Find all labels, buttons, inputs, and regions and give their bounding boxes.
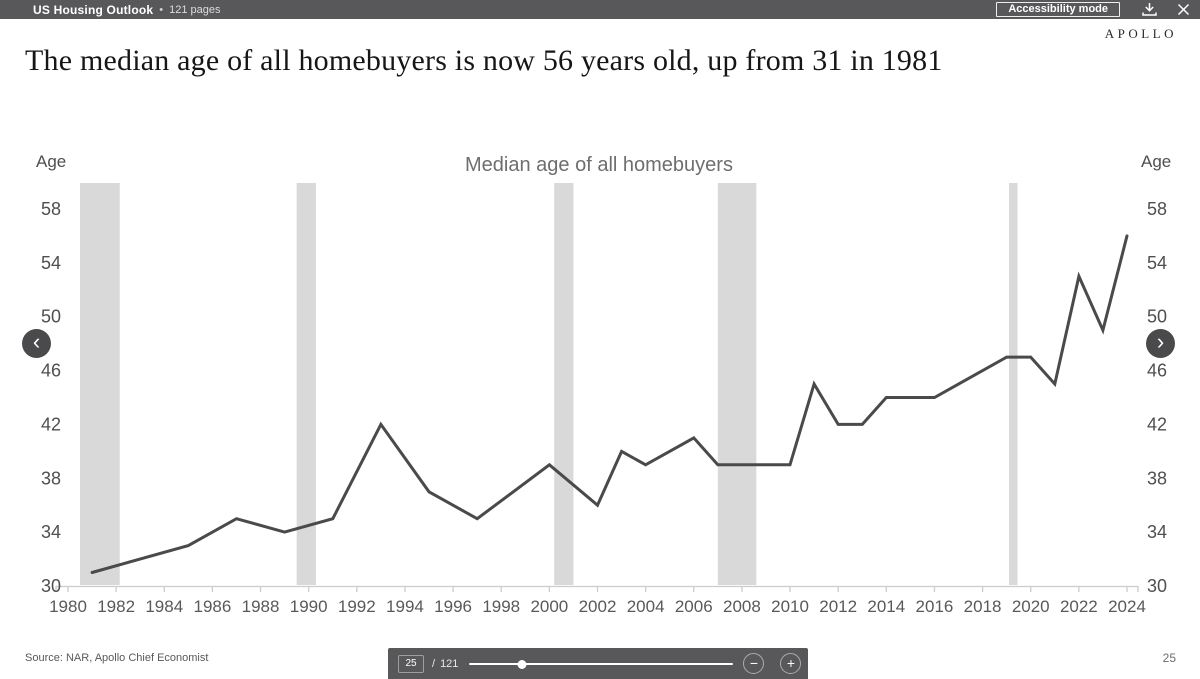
- x-tick-label: 2008: [723, 597, 761, 616]
- y-tick-label-right: 50: [1147, 307, 1167, 327]
- y-tick-label-right: 30: [1147, 576, 1167, 596]
- y-tick-label-right: 34: [1147, 522, 1167, 542]
- chevron-right-icon: ›: [1156, 329, 1165, 354]
- x-tick-label: 1984: [145, 597, 183, 616]
- slide-title: The median age of all homebuyers is now …: [25, 44, 943, 77]
- recession-band: [80, 183, 120, 585]
- x-tick-label: 1988: [242, 597, 280, 616]
- y-tick-label-right: 46: [1147, 361, 1167, 381]
- x-tick-label: 2022: [1060, 597, 1098, 616]
- y-tick-label-left: 46: [41, 361, 61, 381]
- x-tick-label: 1992: [338, 597, 376, 616]
- recession-band: [296, 183, 316, 585]
- next-page-button[interactable]: ›: [1146, 329, 1175, 358]
- top-bar: US Housing Outlook • 121 pages Accessibi…: [0, 0, 1200, 19]
- apollo-logo: APOLLO: [1104, 26, 1177, 41]
- close-icon[interactable]: [1177, 3, 1190, 16]
- chart-title: Median age of all homebuyers: [465, 154, 733, 176]
- x-tick-label: 2020: [1012, 597, 1050, 616]
- x-tick-label: 1986: [193, 597, 231, 616]
- y-tick-label-left: 54: [41, 253, 61, 273]
- recession-band: [1009, 183, 1018, 585]
- x-tick-label: 1990: [290, 597, 328, 616]
- chevron-left-icon: ‹: [32, 329, 41, 354]
- minus-icon: −: [749, 655, 759, 671]
- recession-band: [717, 183, 757, 585]
- page-number-input[interactable]: 25: [398, 654, 424, 673]
- pager-separator: /: [432, 657, 436, 670]
- x-tick-label: 1982: [97, 597, 135, 616]
- x-tick-label: 2024: [1108, 597, 1146, 616]
- y-tick-label-right: 38: [1147, 468, 1167, 488]
- y-tick-label-left: 58: [41, 199, 61, 219]
- y-tick-label-left: 34: [41, 522, 61, 542]
- source-note: Source: NAR, Apollo Chief Economist: [25, 652, 209, 664]
- x-tick-label: 2012: [819, 597, 857, 616]
- x-tick-label: 1994: [386, 597, 424, 616]
- x-tick-label: 2014: [867, 597, 905, 616]
- right-axis-label: Age: [1141, 152, 1171, 171]
- page-slider-thumb[interactable]: [517, 659, 527, 669]
- y-tick-label-left: 38: [41, 468, 61, 488]
- accessibility-mode-button[interactable]: Accessibility mode: [996, 2, 1120, 17]
- x-tick-label: 2018: [964, 597, 1002, 616]
- prev-page-button[interactable]: ‹: [22, 329, 51, 358]
- page-slider-track[interactable]: [469, 663, 734, 665]
- download-icon[interactable]: [1141, 2, 1158, 17]
- y-tick-label-right: 42: [1147, 414, 1167, 434]
- recession-band: [554, 183, 574, 585]
- x-tick-label: 2010: [771, 597, 809, 616]
- x-tick-label: 2016: [916, 597, 954, 616]
- x-tick-label: 1996: [434, 597, 472, 616]
- y-tick-label-left: 30: [41, 576, 61, 596]
- median-age-line: [90, 234, 1129, 574]
- x-tick-label: 1998: [482, 597, 520, 616]
- y-tick-label-left: 50: [41, 307, 61, 327]
- x-tick-label: 2006: [675, 597, 713, 616]
- zoom-out-button[interactable]: −: [743, 653, 765, 674]
- page-count-label: 121 pages: [169, 3, 221, 16]
- plus-icon: +: [786, 655, 796, 671]
- title-separator: •: [159, 3, 164, 16]
- left-axis-label: Age: [36, 152, 66, 171]
- y-tick-label-right: 58: [1147, 199, 1167, 219]
- x-tick-label: 1980: [49, 597, 87, 616]
- page-slider[interactable]: [469, 648, 734, 679]
- x-tick-label: 2000: [530, 597, 568, 616]
- zoom-in-button[interactable]: +: [780, 653, 802, 674]
- pager-total-pages: 121: [440, 657, 459, 670]
- pager-toolbar: 25 / 121 − +: [388, 648, 808, 679]
- x-tick-label: 2002: [579, 597, 617, 616]
- document-title: US Housing Outlook: [33, 2, 154, 17]
- y-tick-label-left: 42: [41, 414, 61, 434]
- slide-page-number: 25: [1162, 651, 1176, 665]
- x-tick-label: 2004: [627, 597, 665, 616]
- y-tick-label-right: 54: [1147, 253, 1167, 273]
